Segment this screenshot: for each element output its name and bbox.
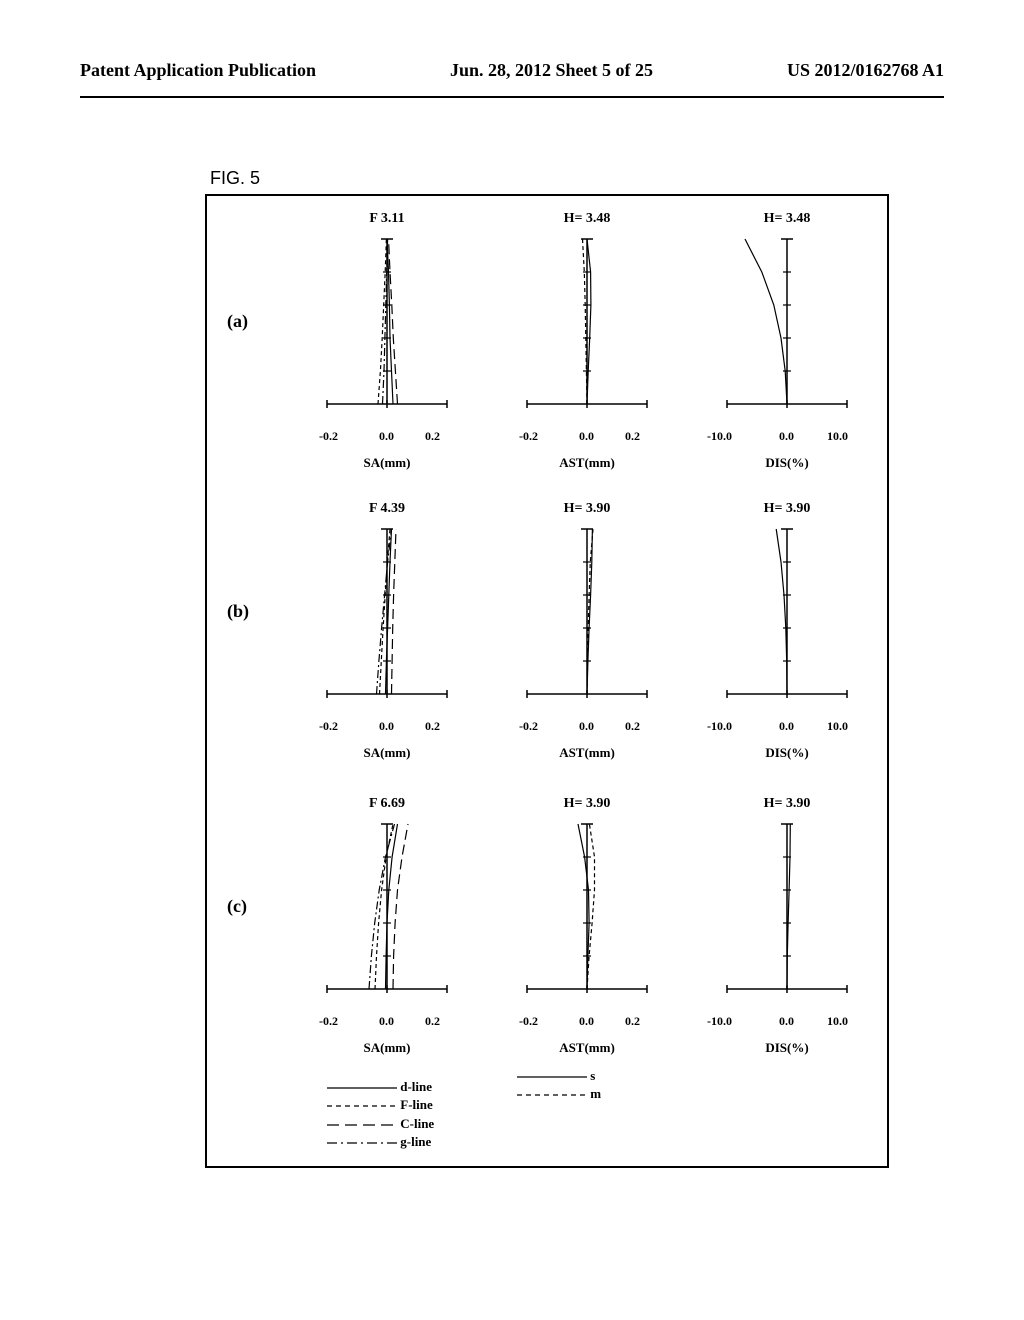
row-b: (b) F 4.39 -0.2 0.0 0.2 SA(mm) H= 3.90 -… [207, 501, 887, 761]
chart-c-sa: F 6.69 -0.2 0.0 0.2 SA(mm) [297, 796, 477, 1056]
legend-gline-icon [327, 1138, 397, 1148]
axis-b-dis: DIS(%) [697, 745, 877, 761]
header-rule [80, 96, 944, 98]
legend-sa: d-line F-line C-line g-line [327, 1078, 434, 1151]
chart-b-dis: H= 3.90 -10.0 0.0 10.0 DIS(%) [697, 501, 877, 761]
chart-b-dis-title: H= 3.90 [697, 501, 877, 517]
plot-b-ast-svg [497, 519, 677, 714]
row-c-label: (c) [227, 896, 247, 917]
chart-a-dis: H= 3.48 -10.0 0.0 10.0 DIS(%) [697, 211, 877, 471]
row-c: (c) F 6.69 -0.2 0.0 0.2 SA(mm) H= 3.90 -… [207, 796, 887, 1056]
chart-c-ast: H= 3.90 -0.2 0.0 0.2 AST(mm) [497, 796, 677, 1056]
header-right: US 2012/0162768 A1 [787, 60, 944, 81]
chart-a-dis-title: H= 3.48 [697, 211, 877, 227]
page-header: Patent Application Publication Jun. 28, … [0, 0, 1024, 91]
plot-c-ast-svg [497, 814, 677, 1009]
legend-ast: s m [517, 1067, 601, 1103]
chart-a-sa-title: F 3.11 [297, 211, 477, 227]
chart-c-dis-title: H= 3.90 [697, 796, 877, 812]
legend-dline-icon [327, 1083, 397, 1093]
legend-gline: g-line [327, 1133, 434, 1151]
chart-c-dis: H= 3.90 -10.0 0.0 10.0 DIS(%) [697, 796, 877, 1056]
legend-m-icon [517, 1090, 587, 1100]
plot-a-ast-svg [497, 229, 677, 424]
ticks-b-ast: -0.2 0.0 0.2 [497, 719, 677, 733]
chart-b-sa: F 4.39 -0.2 0.0 0.2 SA(mm) [297, 501, 477, 761]
legend-s-icon [517, 1072, 587, 1082]
legend-fline: F-line [327, 1096, 434, 1114]
row-a-label: (a) [227, 311, 248, 332]
ticks-c-dis: -10.0 0.0 10.0 [697, 1014, 877, 1028]
axis-c-dis: DIS(%) [697, 1040, 877, 1056]
plot-b-sa-svg [297, 519, 477, 714]
axis-c-ast: AST(mm) [497, 1040, 677, 1056]
axis-a-dis: DIS(%) [697, 455, 877, 471]
chart-a-sa: F 3.11 -0.2 0.0 0.2 SA(mm) [297, 211, 477, 471]
plot-c-sa-svg [297, 814, 477, 1009]
axis-b-ast: AST(mm) [497, 745, 677, 761]
header-center: Jun. 28, 2012 Sheet 5 of 25 [450, 60, 653, 81]
plot-a-sa-svg [297, 229, 477, 424]
chart-c-ast-title: H= 3.90 [497, 796, 677, 812]
chart-a-ast: H= 3.48 -0.2 0.0 0.2 AST(mm) [497, 211, 677, 471]
axis-a-sa: SA(mm) [297, 455, 477, 471]
plot-b-dis-svg [697, 519, 877, 714]
axis-c-sa: SA(mm) [297, 1040, 477, 1056]
ticks-a-dis: -10.0 0.0 10.0 [697, 429, 877, 443]
legend-cline: C-line [327, 1115, 434, 1133]
ticks-b-dis: -10.0 0.0 10.0 [697, 719, 877, 733]
legend-dline: d-line [327, 1078, 434, 1096]
legend-m: m [517, 1085, 601, 1103]
figure-box: (a) F 3.11 -0.2 0.0 0.2 SA(mm) H= 3.48 -… [205, 194, 889, 1168]
chart-b-ast-title: H= 3.90 [497, 501, 677, 517]
row-b-label: (b) [227, 601, 249, 622]
row-a: (a) F 3.11 -0.2 0.0 0.2 SA(mm) H= 3.48 -… [207, 211, 887, 471]
plot-a-dis-svg [697, 229, 877, 424]
legend-s: s [517, 1067, 601, 1085]
ticks-b-sa: -0.2 0.0 0.2 [297, 719, 477, 733]
figure-label: FIG. 5 [210, 168, 1024, 189]
ticks-a-ast: -0.2 0.0 0.2 [497, 429, 677, 443]
axis-b-sa: SA(mm) [297, 745, 477, 761]
axis-a-ast: AST(mm) [497, 455, 677, 471]
chart-b-sa-title: F 4.39 [297, 501, 477, 517]
ticks-c-ast: -0.2 0.0 0.2 [497, 1014, 677, 1028]
plot-c-dis-svg [697, 814, 877, 1009]
ticks-c-sa: -0.2 0.0 0.2 [297, 1014, 477, 1028]
chart-a-ast-title: H= 3.48 [497, 211, 677, 227]
chart-b-ast: H= 3.90 -0.2 0.0 0.2 AST(mm) [497, 501, 677, 761]
header-left: Patent Application Publication [80, 60, 316, 81]
legend-fline-icon [327, 1101, 397, 1111]
chart-c-sa-title: F 6.69 [297, 796, 477, 812]
ticks-a-sa: -0.2 0.0 0.2 [297, 429, 477, 443]
legend-cline-icon [327, 1120, 397, 1130]
